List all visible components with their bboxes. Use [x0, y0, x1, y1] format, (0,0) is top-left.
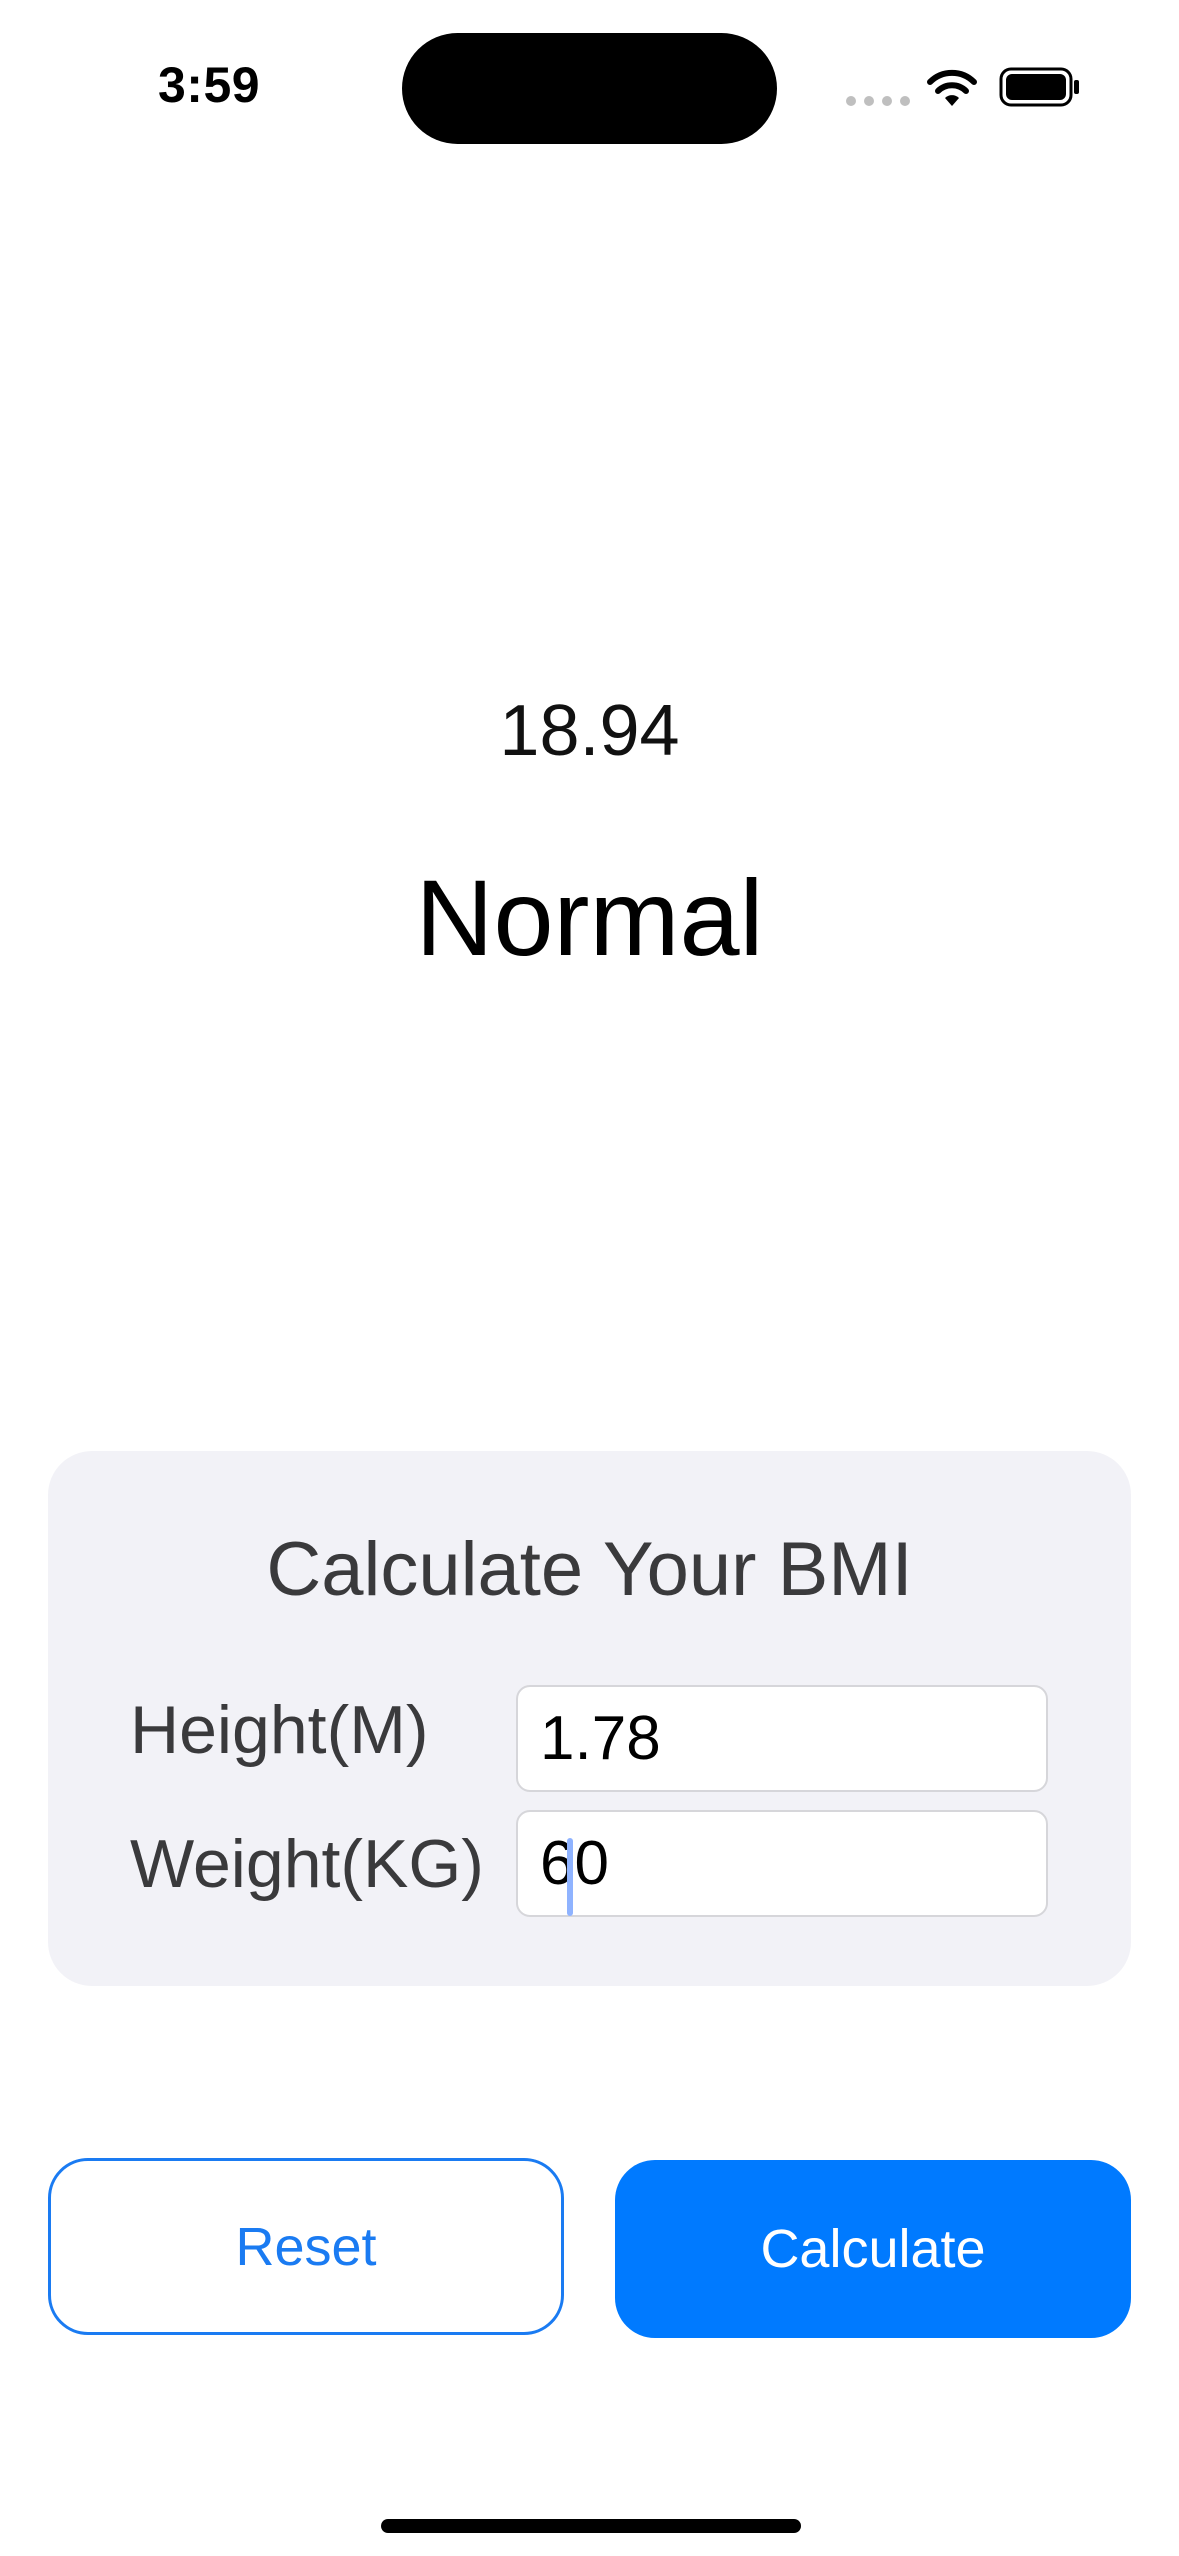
text-cursor [567, 1838, 573, 1916]
bmi-value: 18.94 [499, 691, 680, 771]
dynamic-island [402, 33, 777, 144]
battery-icon [999, 67, 1079, 107]
home-indicator[interactable] [381, 2519, 801, 2533]
wifi-icon [927, 69, 977, 106]
calculate-button[interactable]: Calculate [615, 2160, 1131, 2338]
height-input[interactable] [516, 1685, 1048, 1792]
form-title: Calculate Your BMI [266, 1527, 913, 1612]
weight-label: Weight(KG) [130, 1826, 484, 1902]
weight-input[interactable] [516, 1810, 1048, 1917]
cellular-signal-icon [846, 96, 910, 106]
bmi-form-card: Calculate Your BMI Height(M) Weight(KG) [48, 1451, 1131, 1986]
status-bar-time: 3:59 [158, 57, 261, 113]
reset-button[interactable]: Reset [48, 2158, 564, 2335]
bmi-category: Normal [415, 857, 764, 978]
height-label: Height(M) [130, 1692, 429, 1768]
